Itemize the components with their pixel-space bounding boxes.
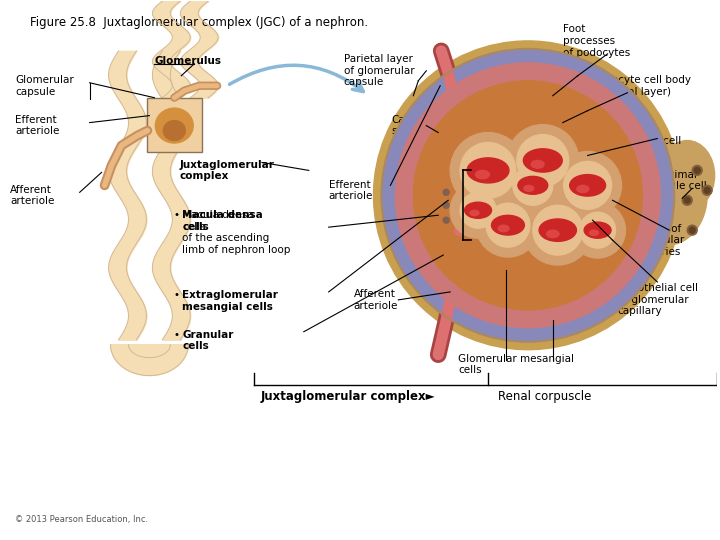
Text: Capsular
space: Capsular space [392, 115, 438, 137]
Ellipse shape [627, 145, 707, 245]
Circle shape [687, 225, 697, 235]
Circle shape [503, 156, 563, 215]
Circle shape [374, 41, 683, 350]
Ellipse shape [590, 230, 598, 235]
Circle shape [580, 212, 616, 248]
Ellipse shape [518, 177, 548, 194]
Ellipse shape [163, 120, 185, 140]
Circle shape [683, 195, 692, 205]
Ellipse shape [531, 160, 544, 168]
Circle shape [694, 167, 700, 173]
Ellipse shape [492, 215, 524, 235]
Circle shape [450, 183, 506, 238]
Ellipse shape [156, 108, 193, 143]
Text: Juxtaglomerular complex►: Juxtaglomerular complex► [261, 390, 436, 403]
Ellipse shape [660, 140, 715, 210]
Circle shape [395, 63, 660, 328]
Circle shape [441, 215, 451, 225]
Circle shape [460, 143, 516, 198]
Polygon shape [111, 345, 188, 375]
Text: Glomerular
capsule: Glomerular capsule [15, 75, 73, 97]
Text: •: • [174, 290, 184, 300]
Text: Afferent
arteriole: Afferent arteriole [10, 185, 54, 206]
Text: Figure 25.8  Juxtaglomerular complex (JGC) of a nephron.: Figure 25.8 Juxtaglomerular complex (JGC… [30, 16, 368, 29]
Circle shape [441, 187, 451, 197]
Ellipse shape [524, 185, 534, 191]
Ellipse shape [475, 171, 490, 179]
Circle shape [692, 165, 702, 176]
Circle shape [413, 81, 642, 310]
Circle shape [702, 185, 712, 195]
Ellipse shape [546, 230, 559, 238]
Circle shape [517, 134, 569, 186]
Text: © 2013 Pearson Education, Inc.: © 2013 Pearson Education, Inc. [15, 515, 148, 524]
Ellipse shape [467, 158, 509, 183]
Circle shape [486, 203, 530, 247]
Text: Efferent
arteriole: Efferent arteriole [328, 179, 373, 201]
Circle shape [460, 192, 496, 228]
Ellipse shape [584, 222, 611, 238]
Circle shape [507, 125, 579, 197]
Text: Glomerulus: Glomerulus [154, 56, 221, 66]
Text: Macula densa
cells: Macula densa cells [182, 210, 263, 232]
Ellipse shape [523, 149, 562, 172]
Circle shape [476, 193, 540, 257]
Text: •: • [174, 210, 184, 220]
Circle shape [523, 195, 593, 265]
Text: Extraglomerular
mesangial cells: Extraglomerular mesangial cells [182, 290, 278, 312]
Text: Endothelial cell
of glomerular
capillary: Endothelial cell of glomerular capillary [618, 284, 698, 316]
Circle shape [704, 187, 710, 193]
Text: Parietal layer
of glomerular
capsule: Parietal layer of glomerular capsule [343, 54, 414, 87]
Text: Proximal
tubule cell: Proximal tubule cell [652, 170, 707, 191]
Circle shape [533, 205, 582, 255]
Bar [148, 98, 202, 152]
Ellipse shape [431, 180, 462, 230]
Ellipse shape [570, 174, 606, 196]
Circle shape [513, 165, 553, 205]
Text: Afferent
arteriole: Afferent arteriole [354, 289, 398, 310]
Ellipse shape [464, 202, 492, 218]
Circle shape [382, 49, 674, 342]
Circle shape [450, 132, 526, 208]
Text: Renal corpuscle: Renal corpuscle [498, 390, 591, 403]
Circle shape [689, 227, 696, 233]
Circle shape [564, 161, 611, 209]
Ellipse shape [470, 210, 479, 215]
Text: Lumens of
glomerular
capillaries: Lumens of glomerular capillaries [627, 224, 685, 256]
Text: Red blood cell: Red blood cell [608, 136, 681, 145]
Circle shape [554, 152, 621, 219]
Text: Podocyte cell body
(visceral layer): Podocyte cell body (visceral layer) [593, 75, 690, 97]
Circle shape [444, 202, 449, 208]
Circle shape [441, 200, 451, 210]
Circle shape [570, 202, 626, 258]
Circle shape [684, 197, 690, 203]
Text: Glomerular mesangial
cells: Glomerular mesangial cells [458, 354, 574, 375]
Text: Efferent
arteriole: Efferent arteriole [15, 115, 59, 137]
Circle shape [444, 190, 449, 195]
Text: Macula densa
cells
of the ascending
limb of nephron loop: Macula densa cells of the ascending limb… [182, 210, 291, 255]
Ellipse shape [539, 219, 577, 241]
Text: Foot
processes
of podocytes: Foot processes of podocytes [563, 24, 630, 58]
Ellipse shape [577, 185, 589, 193]
Circle shape [444, 217, 449, 223]
Text: Juxtaglomerular
complex: Juxtaglomerular complex [179, 160, 274, 181]
Text: •: • [174, 330, 184, 340]
Ellipse shape [498, 225, 509, 232]
Text: Granular
cells: Granular cells [182, 330, 233, 352]
